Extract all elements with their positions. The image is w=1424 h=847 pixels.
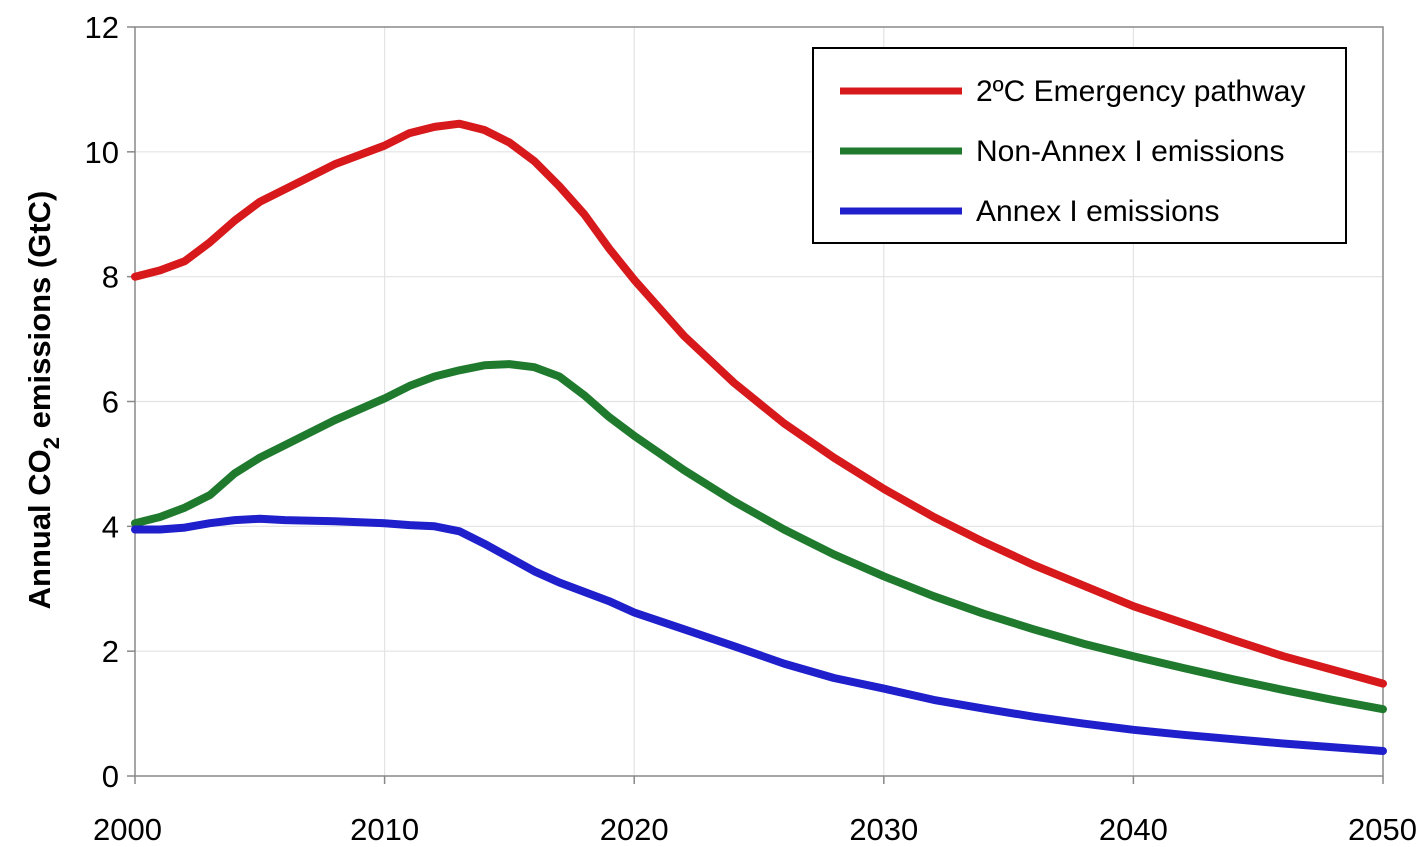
y-axis-label-suffix: emissions (GtC) [22,191,57,437]
x-axis-ticks: 2000 2010 2020 2030 2040 2050 [93,776,1417,847]
y-axis-ticks: 0 2 4 6 8 10 12 [85,10,135,794]
y-tick-label: 8 [102,260,119,295]
x-tick-label: 2020 [600,812,669,847]
x-tick-label: 2010 [350,812,419,847]
y-tick-label: 6 [102,385,119,420]
y-axis-label-prefix: Annual CO [22,449,57,609]
y-axis-label-subscript: 2 [39,437,64,449]
legend: 2ºC Emergency pathway Non-Annex I emissio… [813,48,1346,243]
series-line-2 [135,519,1383,751]
legend-label-1: Non-Annex I emissions [976,135,1284,168]
y-tick-label: 12 [85,10,119,45]
y-tick-label: 4 [102,509,119,544]
legend-label-2: Annex I emissions [976,195,1219,228]
y-axis-label: Annual CO2 emissions (GtC) [22,191,64,610]
y-tick-label: 0 [102,759,119,794]
x-tick-label: 2000 [93,812,162,847]
x-tick-label: 2030 [849,812,918,847]
x-tick-label: 2050 [1348,812,1417,847]
x-tick-label: 2040 [1099,812,1168,847]
y-tick-label: 10 [85,135,119,170]
legend-label-0: 2ºC Emergency pathway [976,75,1305,108]
y-tick-label: 2 [102,634,119,669]
